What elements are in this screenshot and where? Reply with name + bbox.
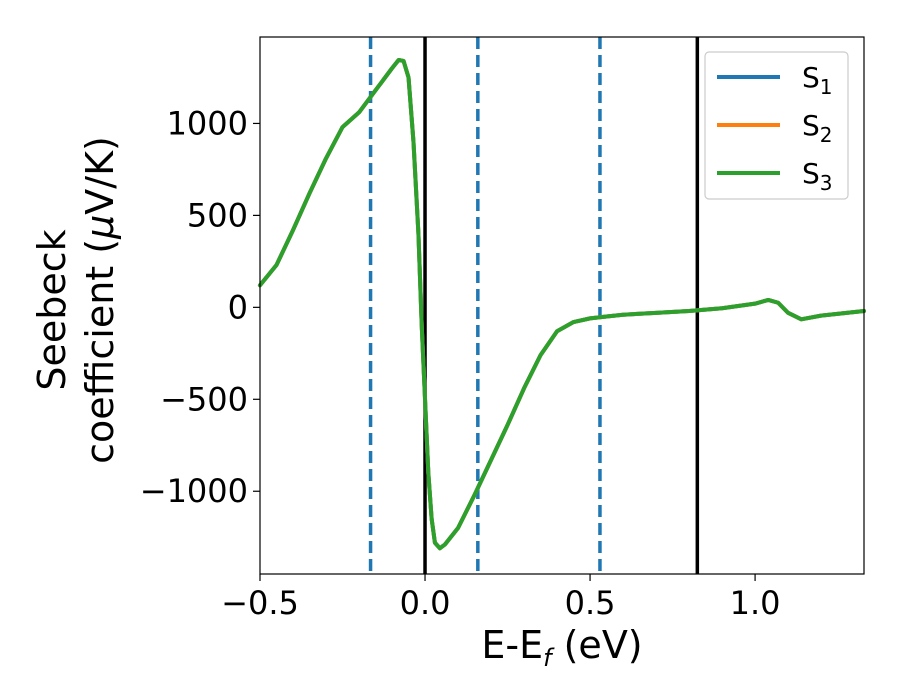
x-tick-label: 1.0 xyxy=(730,584,781,622)
y-tick-label: 0 xyxy=(228,288,248,326)
legend-label-s3: S3 xyxy=(802,157,833,195)
series-line-s3 xyxy=(258,57,866,551)
y-axis-label-line1: Seebeck xyxy=(30,229,74,390)
y-tick-label: −1000 xyxy=(140,472,248,510)
x-axis-ticks: −0.5 0.0 0.5 1.0 xyxy=(221,574,781,622)
legend-label-s2: S2 xyxy=(802,109,833,147)
x-tick-label: −0.5 xyxy=(221,584,299,622)
x-tick-label: 0.5 xyxy=(565,584,616,622)
y-tick-label: 500 xyxy=(187,196,248,234)
reference-lines xyxy=(368,37,700,574)
plot-frame xyxy=(259,36,865,575)
y-axis-label-line2: coefficient (μV/K) xyxy=(78,136,122,464)
legend: S1 S2 S3 xyxy=(704,51,849,200)
x-axis-label: E-Ef (eV) xyxy=(481,623,642,672)
y-tick-label: 1000 xyxy=(167,104,248,142)
legend-label-s1: S1 xyxy=(802,61,833,99)
y-tick-label: −500 xyxy=(160,380,248,418)
series-lines xyxy=(258,57,866,551)
y-axis-ticks: −1000 −500 0 500 1000 xyxy=(140,104,260,510)
x-tick-label: 0.0 xyxy=(400,584,451,622)
